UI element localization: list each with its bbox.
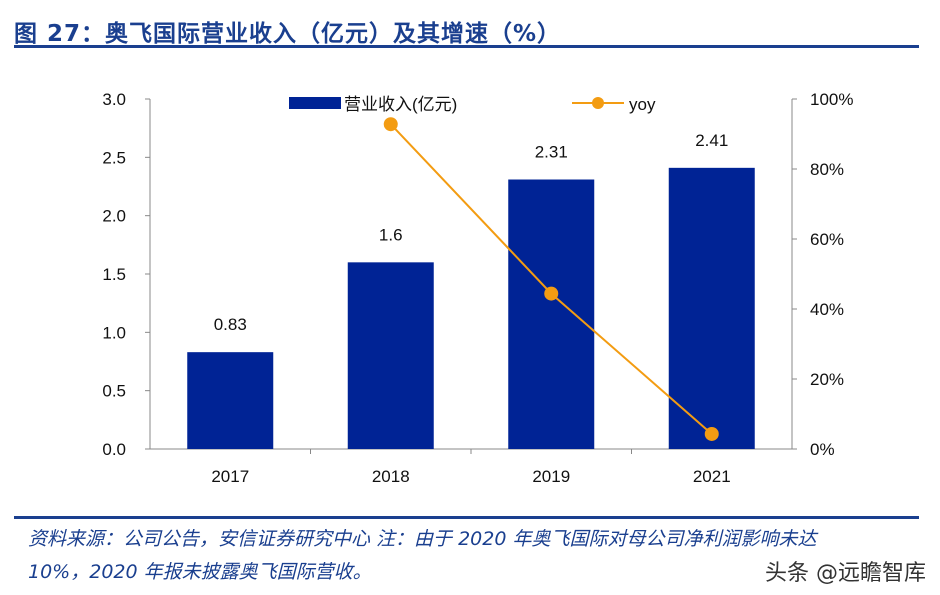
legend-bar-label: 营业收入(亿元) — [344, 95, 457, 114]
left-tick-label: 0.5 — [102, 382, 126, 401]
left-tick-label: 1.0 — [102, 323, 126, 342]
left-tick-label: 1.5 — [102, 265, 126, 284]
title-rule — [14, 45, 919, 48]
legend-line-label: yoy — [629, 95, 656, 114]
watermark: 头条 @远瞻智库 — [765, 561, 926, 586]
left-tick-label: 0.0 — [102, 440, 126, 459]
x-tick-label: 2019 — [532, 467, 570, 486]
bar-data-label: 2.41 — [695, 131, 728, 150]
yoy-point — [383, 117, 398, 132]
right-tick-label: 60% — [810, 230, 844, 249]
footer-rule — [14, 516, 919, 519]
bar-2021 — [668, 167, 755, 450]
bar-2019 — [508, 179, 595, 449]
left-tick-label: 2.5 — [102, 148, 126, 167]
yoy-point — [544, 286, 559, 301]
yoy-point — [704, 426, 719, 441]
right-tick-label: 40% — [810, 300, 844, 319]
x-tick-label: 2018 — [372, 467, 410, 486]
legend-bar-swatch — [289, 97, 341, 109]
bar-data-label: 1.6 — [379, 225, 403, 244]
bar-2017 — [187, 352, 274, 449]
source-note-cont: 10%，2020 年报未披露奥飞国际营收。 — [28, 561, 372, 583]
left-tick-label: 3.0 — [102, 90, 126, 109]
left-tick-label: 2.0 — [102, 207, 126, 226]
right-tick-label: 0% — [810, 440, 835, 459]
x-tick-label: 2021 — [693, 467, 731, 486]
bar-2018 — [347, 262, 434, 449]
legend-line-marker — [592, 97, 604, 109]
source-note: 资料来源：公司公告，安信证券研究中心 注：由于 2020 年奥飞国际对母公司净利… — [28, 528, 817, 550]
figure-title: 图 27：奥飞国际营业收入（亿元）及其增速（%） — [14, 21, 562, 47]
bar-data-label: 2.31 — [535, 143, 568, 162]
bar-data-label: 0.83 — [214, 315, 247, 334]
right-tick-label: 80% — [810, 160, 844, 179]
x-tick-label: 2017 — [211, 467, 249, 486]
right-tick-label: 100% — [810, 90, 853, 109]
right-tick-label: 20% — [810, 370, 844, 389]
